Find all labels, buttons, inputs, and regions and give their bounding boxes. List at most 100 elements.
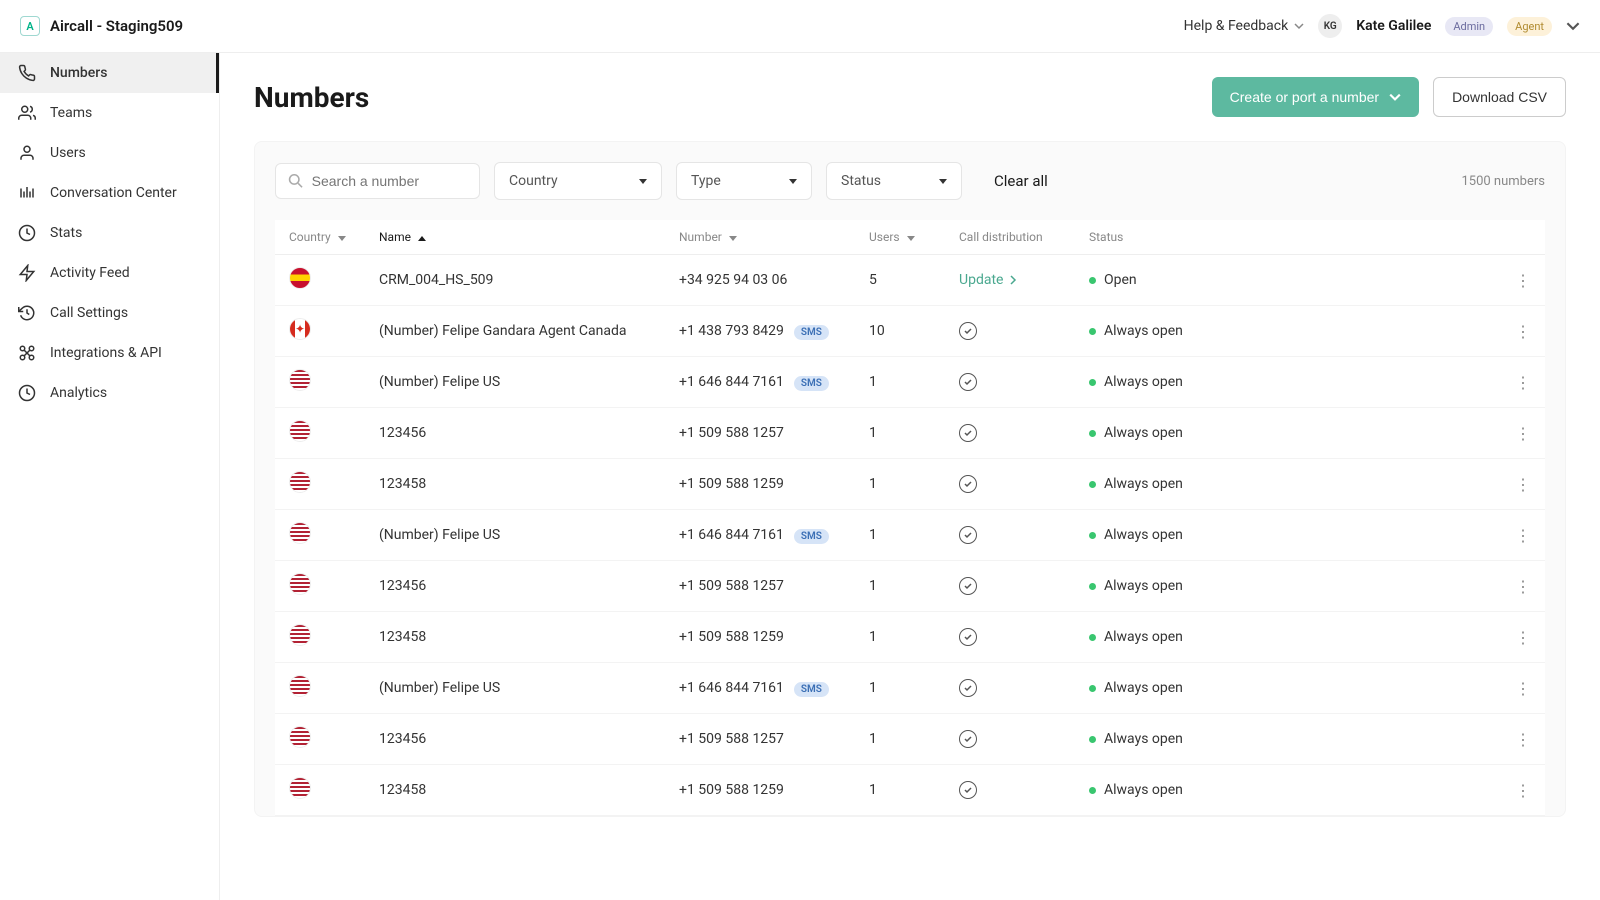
status-dot-icon xyxy=(1089,736,1096,743)
sidebar: NumbersTeamsUsersConversation CenterStat… xyxy=(0,53,220,900)
type-filter[interactable]: Type xyxy=(676,162,812,200)
col-country[interactable]: Country xyxy=(275,220,365,255)
country-filter[interactable]: Country xyxy=(494,162,662,200)
row-menu-button[interactable]: ⋮ xyxy=(1515,679,1531,698)
cell-number: +1 509 588 1259 xyxy=(665,612,855,663)
cell-number: +34 925 94 03 06 xyxy=(665,255,855,306)
cell-country xyxy=(275,510,365,561)
table-row[interactable]: CRM_004_HS_509+34 925 94 03 065Update Op… xyxy=(275,255,1545,306)
row-menu-button[interactable]: ⋮ xyxy=(1515,526,1531,545)
sidebar-item-activity-feed[interactable]: Activity Feed xyxy=(0,253,219,293)
cell-actions: ⋮ xyxy=(1501,765,1545,816)
cell-number: +1 646 844 7161SMS xyxy=(665,663,855,714)
check-circle-icon xyxy=(959,526,977,544)
table-row[interactable]: (Number) Felipe US+1 646 844 7161SMS1Alw… xyxy=(275,510,1545,561)
cell-distribution xyxy=(945,612,1075,663)
table-row[interactable]: 123458+1 509 588 12591Always open⋮ xyxy=(275,612,1545,663)
integrations-icon xyxy=(18,344,36,362)
table-row[interactable]: 123456+1 509 588 12571Always open⋮ xyxy=(275,408,1545,459)
numbers-table: Country Name Number Users xyxy=(275,220,1545,816)
brand[interactable]: A Aircall - Staging509 xyxy=(20,16,183,36)
cell-country xyxy=(275,561,365,612)
table-row[interactable]: 123456+1 509 588 12571Always open⋮ xyxy=(275,714,1545,765)
cell-distribution xyxy=(945,408,1075,459)
cell-users: 1 xyxy=(855,510,945,561)
sidebar-item-call-settings[interactable]: Call Settings xyxy=(0,293,219,333)
cell-status: Always open xyxy=(1075,663,1501,714)
table-header-row: Country Name Number Users xyxy=(275,220,1545,255)
cell-name: 123456 xyxy=(365,408,665,459)
table-row[interactable]: (Number) Felipe US+1 646 844 7161SMS1Alw… xyxy=(275,357,1545,408)
cell-actions: ⋮ xyxy=(1501,306,1545,357)
cell-number: +1 438 793 8429SMS xyxy=(665,306,855,357)
col-status: Status xyxy=(1075,220,1501,255)
check-circle-icon xyxy=(959,373,977,391)
sidebar-item-users[interactable]: Users xyxy=(0,133,219,173)
row-menu-button[interactable]: ⋮ xyxy=(1515,781,1531,800)
table-row[interactable]: 123458+1 509 588 12591Always open⋮ xyxy=(275,459,1545,510)
sidebar-item-conversation-center[interactable]: Conversation Center xyxy=(0,173,219,213)
cell-status: Always open xyxy=(1075,306,1501,357)
cell-users: 1 xyxy=(855,357,945,408)
bolt-icon xyxy=(18,264,36,282)
table-row[interactable]: 123458+1 509 588 12591Always open⋮ xyxy=(275,765,1545,816)
status-dot-icon xyxy=(1089,481,1096,488)
row-menu-button[interactable]: ⋮ xyxy=(1515,271,1531,290)
table-row[interactable]: (Number) Felipe US+1 646 844 7161SMS1Alw… xyxy=(275,663,1545,714)
row-menu-button[interactable]: ⋮ xyxy=(1515,475,1531,494)
users-icon xyxy=(18,104,36,122)
col-users[interactable]: Users xyxy=(855,220,945,255)
cell-users: 1 xyxy=(855,714,945,765)
create-number-label: Create or port a number xyxy=(1230,89,1379,105)
row-menu-button[interactable]: ⋮ xyxy=(1515,628,1531,647)
sidebar-item-teams[interactable]: Teams xyxy=(0,93,219,133)
cell-name: 123458 xyxy=(365,459,665,510)
row-menu-button[interactable]: ⋮ xyxy=(1515,322,1531,341)
cell-name: CRM_004_HS_509 xyxy=(365,255,665,306)
create-number-button[interactable]: Create or port a number xyxy=(1212,77,1419,117)
row-menu-button[interactable]: ⋮ xyxy=(1515,577,1531,596)
row-menu-button[interactable]: ⋮ xyxy=(1515,730,1531,749)
sort-icon xyxy=(729,236,737,241)
user-avatar[interactable]: KG xyxy=(1318,14,1342,38)
chevron-down-icon[interactable] xyxy=(1566,19,1580,33)
update-distribution-link[interactable]: Update xyxy=(959,272,1017,288)
cell-users: 1 xyxy=(855,561,945,612)
table-row[interactable]: 123456+1 509 588 12571Always open⋮ xyxy=(275,561,1545,612)
sidebar-item-label: Integrations & API xyxy=(50,345,162,361)
cell-users: 1 xyxy=(855,612,945,663)
search-input[interactable] xyxy=(312,173,467,189)
sidebar-item-integrations-api[interactable]: Integrations & API xyxy=(0,333,219,373)
cell-users: 1 xyxy=(855,765,945,816)
col-name[interactable]: Name xyxy=(365,220,665,255)
check-circle-icon xyxy=(959,730,977,748)
cell-country xyxy=(275,459,365,510)
search-box[interactable] xyxy=(275,163,480,199)
sms-badge: SMS xyxy=(794,325,829,340)
col-number[interactable]: Number xyxy=(665,220,855,255)
clear-all-link[interactable]: Clear all xyxy=(994,172,1048,190)
status-dot-icon xyxy=(1089,379,1096,386)
cell-name: (Number) Felipe US xyxy=(365,357,665,408)
status-filter[interactable]: Status xyxy=(826,162,962,200)
cell-users: 1 xyxy=(855,663,945,714)
sidebar-item-analytics[interactable]: Analytics xyxy=(0,373,219,413)
cell-country xyxy=(275,663,365,714)
cell-country xyxy=(275,612,365,663)
help-feedback-label: Help & Feedback xyxy=(1184,18,1289,34)
cell-country: ✦ xyxy=(275,306,365,357)
cell-country xyxy=(275,714,365,765)
clock-icon xyxy=(18,224,36,242)
col-users-label: Users xyxy=(869,230,900,244)
row-menu-button[interactable]: ⋮ xyxy=(1515,373,1531,392)
table-row[interactable]: ✦(Number) Felipe Gandara Agent Canada+1 … xyxy=(275,306,1545,357)
sidebar-item-stats[interactable]: Stats xyxy=(0,213,219,253)
help-feedback-link[interactable]: Help & Feedback xyxy=(1184,18,1305,34)
download-csv-button[interactable]: Download CSV xyxy=(1433,77,1566,117)
sort-icon xyxy=(907,236,915,241)
user-name: Kate Galilee xyxy=(1356,18,1431,34)
sidebar-item-numbers[interactable]: Numbers xyxy=(0,53,219,93)
row-menu-button[interactable]: ⋮ xyxy=(1515,424,1531,443)
cell-name: 123458 xyxy=(365,765,665,816)
status-dot-icon xyxy=(1089,583,1096,590)
